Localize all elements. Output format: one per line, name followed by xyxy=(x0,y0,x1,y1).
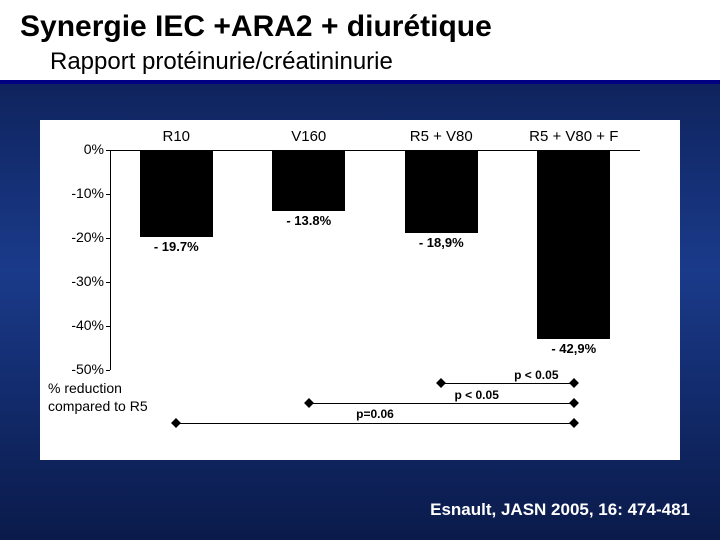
y-tick xyxy=(106,370,110,371)
significance-line xyxy=(441,383,574,384)
bar-value-label: - 18,9% xyxy=(419,235,464,250)
category-label: R10 xyxy=(162,128,190,145)
significance-endpoint-icon xyxy=(304,398,314,408)
slide-title: Synergie IEC +ARA2 + diurétique xyxy=(20,10,700,44)
y-tick xyxy=(106,150,110,151)
significance-line xyxy=(309,403,574,404)
bar-value-label: - 42,9% xyxy=(551,341,596,356)
bar-value-label: - 19.7% xyxy=(154,239,199,254)
footer-line-1: % reduction xyxy=(48,380,122,396)
category-label: V160 xyxy=(291,128,326,145)
y-tick-label: -30% xyxy=(71,273,104,289)
bar xyxy=(537,150,610,339)
y-tick xyxy=(106,238,110,239)
significance-label: p < 0.05 xyxy=(455,388,499,402)
significance-endpoint-icon xyxy=(569,398,579,408)
bar xyxy=(272,150,345,211)
slide-root: Synergie IEC +ARA2 + diurétique Rapport … xyxy=(0,0,720,540)
bar-chart: 0% -10% -20% -30% -40% -50% R10 - 19.7% V160 - 13… xyxy=(40,120,680,460)
title-area: Synergie IEC +ARA2 + diurétique Rapport … xyxy=(0,0,720,84)
y-tick xyxy=(106,194,110,195)
y-axis xyxy=(110,150,111,370)
y-tick-label: 0% xyxy=(84,141,104,157)
significance-label: p=0.06 xyxy=(356,407,394,421)
y-tick-label: -20% xyxy=(71,229,104,245)
significance-endpoint-icon xyxy=(569,378,579,388)
category-label: R5 + V80 + F xyxy=(529,128,618,145)
category-label: R5 + V80 xyxy=(410,128,473,145)
footer-line-2: compared to R5 xyxy=(48,398,148,414)
y-tick xyxy=(106,282,110,283)
y-tick-label: -10% xyxy=(71,185,104,201)
y-tick-label: -50% xyxy=(71,361,104,377)
significance-label: p < 0.05 xyxy=(514,368,558,382)
significance-endpoint-icon xyxy=(171,418,181,428)
y-tick-label: -40% xyxy=(71,317,104,333)
bar xyxy=(140,150,213,237)
citation-text: Esnault, JASN 2005, 16: 474-481 xyxy=(430,500,690,520)
significance-line xyxy=(176,423,574,424)
slide-subtitle: Rapport protéinurie/créatininurie xyxy=(50,48,700,76)
chart-container: 0% -10% -20% -30% -40% -50% R10 - 19.7% V160 - 13… xyxy=(40,120,680,460)
bar-value-label: - 13.8% xyxy=(286,213,331,228)
y-tick xyxy=(106,326,110,327)
significance-endpoint-icon xyxy=(569,418,579,428)
bar xyxy=(405,150,478,233)
significance-endpoint-icon xyxy=(436,378,446,388)
